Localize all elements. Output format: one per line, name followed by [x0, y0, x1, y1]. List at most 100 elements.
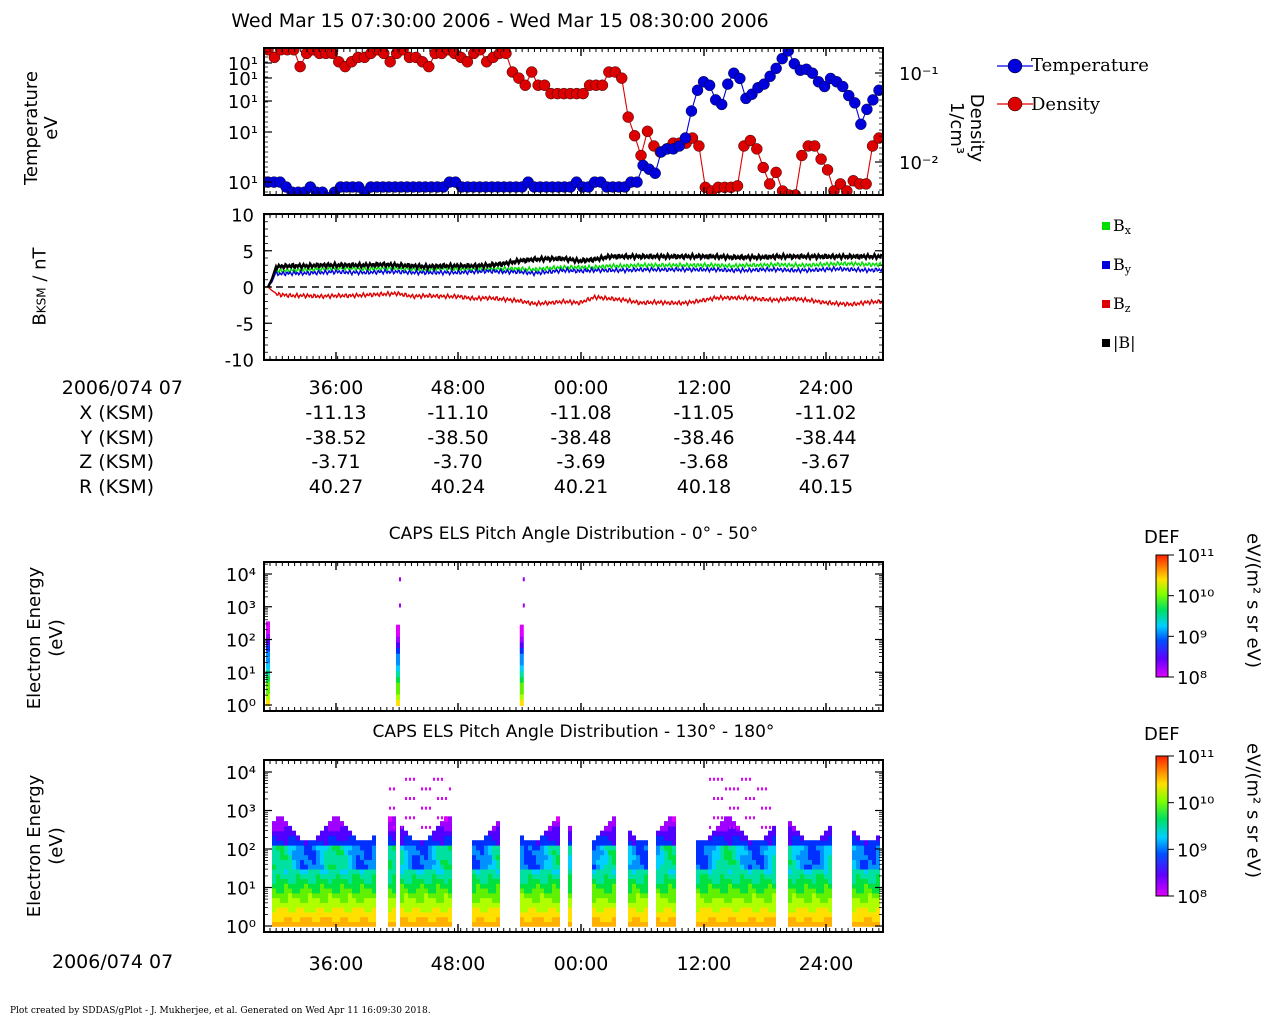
spectrogram-130-180-cell	[300, 844, 304, 851]
spectrogram-130-180-cell	[632, 854, 636, 860]
spectrogram-130-180-cell	[544, 892, 548, 899]
spectrogram-130-180-cell	[409, 797, 411, 801]
spectrogram-130-180-cell	[708, 916, 712, 922]
spectrogram-130-180-cell	[292, 921, 296, 927]
spectrogram-130-180-cell	[404, 830, 408, 837]
spectrogram-130-180-cell	[432, 911, 436, 918]
spectrogram-0-50-cell	[519, 647, 524, 654]
spectrogram-130-180-cell	[664, 887, 668, 894]
spectrogram-130-180-cell	[428, 897, 432, 903]
spectrogram-130-180-cell	[796, 916, 800, 922]
spectrogram-130-180-cell	[416, 897, 420, 903]
spectrogram-130-180-cell	[764, 868, 768, 875]
spectrogram-130-180-cell	[704, 902, 708, 908]
spectrogram-130-180-cell	[476, 873, 480, 880]
spectrogram-130-180-cell	[312, 897, 316, 903]
spectrogram-130-180-cell	[280, 864, 284, 870]
spectrogram-0-50-cell	[395, 682, 400, 689]
spectrogram-130-180-cell	[736, 921, 740, 927]
spectrogram-130-180-cell	[828, 883, 832, 889]
spectrogram-130-180-cell	[716, 921, 720, 927]
spectrogram-130-180-cell	[288, 864, 292, 870]
spectrogram-130-180-cell	[804, 887, 808, 894]
spectrogram-130-180-cell	[412, 849, 416, 856]
spectrogram-130-180-cell	[308, 859, 312, 865]
spectrogram-130-180-cell	[700, 859, 704, 865]
spectrogram-130-180-cell	[608, 859, 612, 865]
spectrogram-130-180-cell	[440, 868, 444, 875]
spectrogram-130-180-cell	[737, 806, 739, 810]
spectrogram-130-180-cell	[556, 864, 560, 870]
spectrogram-130-180-cell	[728, 859, 732, 865]
spectrogram-130-180-cell	[733, 806, 735, 810]
spectrogram-130-180-cell	[328, 883, 332, 889]
spectrogram-130-180-cell	[296, 844, 300, 851]
spectrogram-130-180-cell	[304, 864, 308, 870]
spectrogram-130-180-cell	[480, 849, 484, 856]
spectrogram-130-180-cell	[284, 864, 288, 870]
spectrogram-130-180-cell	[432, 892, 436, 899]
spectrogram-130-180-cell	[388, 840, 392, 846]
spectrogram-130-180-cell	[660, 868, 664, 875]
spectrogram-130-180-cell	[420, 878, 424, 884]
spectrogram-130-180-cell	[548, 883, 552, 889]
spectrogram-130-180-cell	[328, 821, 332, 827]
spectrogram-130-180-cell	[404, 859, 408, 865]
spectrogram-130-180-cell	[636, 916, 640, 922]
spectrogram-130-180-cell	[552, 844, 556, 851]
spectrogram-130-180-cell	[392, 830, 396, 837]
spectrogram-130-180-cell	[744, 854, 748, 860]
spectrogram-130-180-cell	[636, 868, 640, 875]
spectrogram-130-180-cell	[804, 864, 808, 870]
spectrogram-130-180-cell	[708, 864, 712, 870]
spectrogram-130-180-cell	[404, 911, 408, 918]
spectrogram-130-180-cell	[416, 864, 420, 870]
temperature-density-frame	[263, 47, 884, 196]
spectrogram-130-180-cell	[276, 849, 280, 856]
spectrogram-130-180-cell	[596, 854, 600, 860]
spectrogram-130-180-cell	[272, 911, 276, 918]
spectrogram-130-180-cell	[812, 907, 816, 913]
spectrogram-130-180-cell	[440, 902, 444, 908]
spectrogram-130-180-cell	[444, 911, 448, 918]
spectrogram-130-180-cell	[444, 835, 448, 841]
spectrogram-130-180-cell	[540, 873, 544, 880]
spectrogram-130-180-cell	[600, 859, 604, 865]
spectrogram-130-180-cell	[804, 868, 808, 875]
spectrogram-0-50-cell	[266, 675, 270, 682]
spectrogram-130-180-cell	[416, 907, 420, 913]
spectrogram-130-180-cell	[596, 849, 600, 856]
spectrogram-130-180-cell	[632, 907, 636, 913]
spectrogram-130-180-cell	[628, 873, 632, 880]
magnetic-field-legend: Bx By Bz |B|	[1098, 214, 1178, 354]
spectrogram-130-180-cell	[276, 854, 280, 860]
spectrogram-130-180-cell	[772, 897, 776, 903]
spectrogram-130-180-cell	[420, 840, 424, 846]
spectrogram-130-180-cell	[388, 816, 392, 822]
spectrogram-130-180-cell	[496, 916, 500, 922]
spectrogram-130-180-cell	[332, 868, 336, 875]
density-point	[744, 134, 757, 147]
spectrogram-130-180-cell	[808, 921, 812, 927]
spectrogram-130-180-cell	[760, 892, 764, 899]
temperature-point	[818, 80, 831, 93]
spectrogram-130-180-cell	[664, 830, 668, 837]
spectrogram-130-180-cell	[356, 892, 360, 899]
spectrogram-130-180-cell	[592, 859, 596, 865]
spectrogram-130-180-cell	[700, 916, 704, 922]
spectrogram-130-180-cell	[644, 844, 648, 851]
spectrogram-130-180-cell	[352, 887, 356, 894]
spectrogram-130-180-cell	[300, 873, 304, 880]
spectrogram-130-180-cell	[552, 835, 556, 841]
spectrogram-130-180-cell	[480, 844, 484, 851]
spectrogram-130-180-cell	[336, 873, 340, 880]
spectrogram-130-180-cell	[672, 911, 676, 918]
spectrogram-130-180-cell	[740, 883, 744, 889]
spectrogram-130-180-cell	[736, 854, 740, 860]
spectrogram-130-180-cell	[732, 821, 736, 827]
density-point	[751, 143, 763, 155]
spectrogram-130-180-cell	[340, 887, 344, 894]
spectrogram-130-180-cell	[664, 821, 668, 827]
spectrogram-130-180-cell	[492, 897, 496, 903]
spectrogram-130-180-cell	[568, 854, 572, 860]
